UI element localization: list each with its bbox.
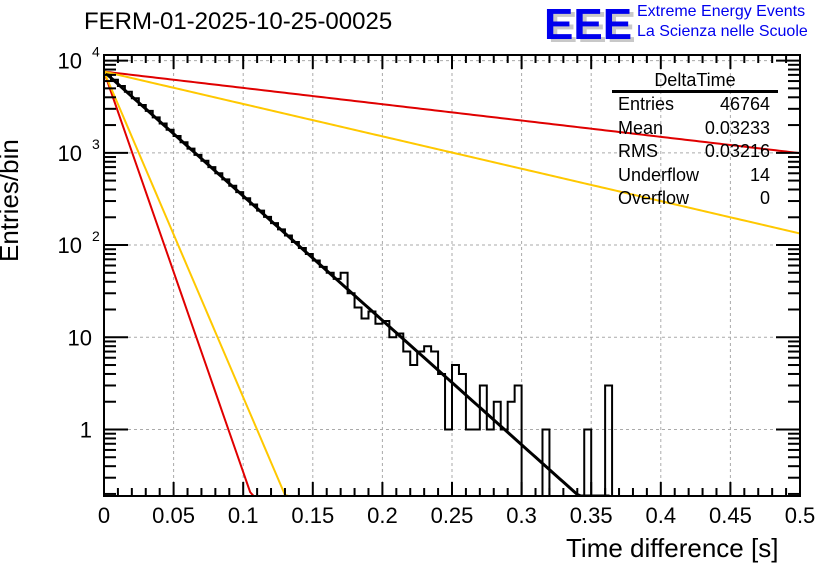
logo-mark: EEE (544, 2, 632, 42)
x-tick-label: 0.5 (785, 503, 816, 528)
fit-line-fit (104, 70, 611, 496)
fit-line-lower-fast (104, 71, 297, 496)
x-tick-label: 0.2 (367, 503, 398, 528)
fit-line-upper-fast (104, 71, 262, 496)
plot-title: FERM-01-2025-10-25-00025 (84, 8, 393, 35)
logo-text: Extreme Energy Events La Scienza nelle S… (637, 2, 808, 42)
stats-row-entries: Entries 46764 (612, 93, 778, 117)
y-tick-label: 10 (58, 233, 82, 258)
y-tick-label: 10 (58, 49, 82, 74)
y-tick-label: 10 (58, 141, 82, 166)
stats-row-overflow: Overflow 0 (612, 187, 778, 211)
logo-shadow: EEE (548, 3, 634, 42)
stats-value: 0 (759, 188, 770, 208)
y-tick-exponent: 3 (92, 136, 100, 152)
stats-label: Entries (618, 94, 675, 114)
stats-value: 0.03216 (704, 141, 770, 161)
x-tick-label: 0.3 (506, 503, 537, 528)
logo-line2: La Scienza nelle Scuole (637, 23, 808, 40)
fit-line-lower-slow (104, 70, 800, 235)
stats-row-mean: Mean 0.03233 (612, 117, 778, 141)
stats-box: DeltaTime Entries 46764 Mean 0.03233 RMS 0.03… (612, 70, 778, 211)
y-tick-exponent: 4 (92, 44, 100, 60)
x-tick-label: 0.1 (228, 503, 259, 528)
y-tick-label: 1 (80, 417, 92, 442)
y-axis-label: Entries/bin (0, 139, 24, 262)
y-tick-label: 10 (68, 325, 92, 350)
stats-label: RMS (618, 141, 658, 161)
stats-title: DeltaTime (612, 70, 778, 93)
stats-label: Overflow (618, 188, 690, 208)
stats-value: 14 (749, 164, 770, 185)
x-tick-label: 0.45 (709, 503, 752, 528)
stats-row-underflow: Underflow 14 (612, 164, 778, 188)
x-tick-label: 0.05 (152, 503, 195, 528)
stats-rows: Entries 46764 Mean 0.03233 RMS 0.03216 Underfl… (612, 93, 778, 211)
x-axis-label: Time difference [s] (566, 533, 779, 563)
stats-row-rms: RMS 0.03216 (612, 140, 778, 164)
x-tick-label: 0.4 (646, 503, 677, 528)
logo-line1: Extreme Energy Events (637, 3, 806, 20)
stats-value: 0.03233 (704, 117, 770, 138)
x-tick-label: 0.25 (431, 503, 474, 528)
stats-value: 46764 (719, 94, 770, 114)
x-tick-label: 0 (98, 503, 110, 528)
x-tick-label: 0.15 (291, 503, 334, 528)
y-tick-exponent: 2 (92, 228, 100, 244)
x-tick-label: 0.35 (570, 503, 613, 528)
eee-logo-icon: EEE EEE (544, 2, 634, 42)
stats-label: Mean (618, 117, 664, 138)
stats-label: Underflow (618, 164, 700, 185)
fit-line-upper-slow (104, 70, 800, 155)
